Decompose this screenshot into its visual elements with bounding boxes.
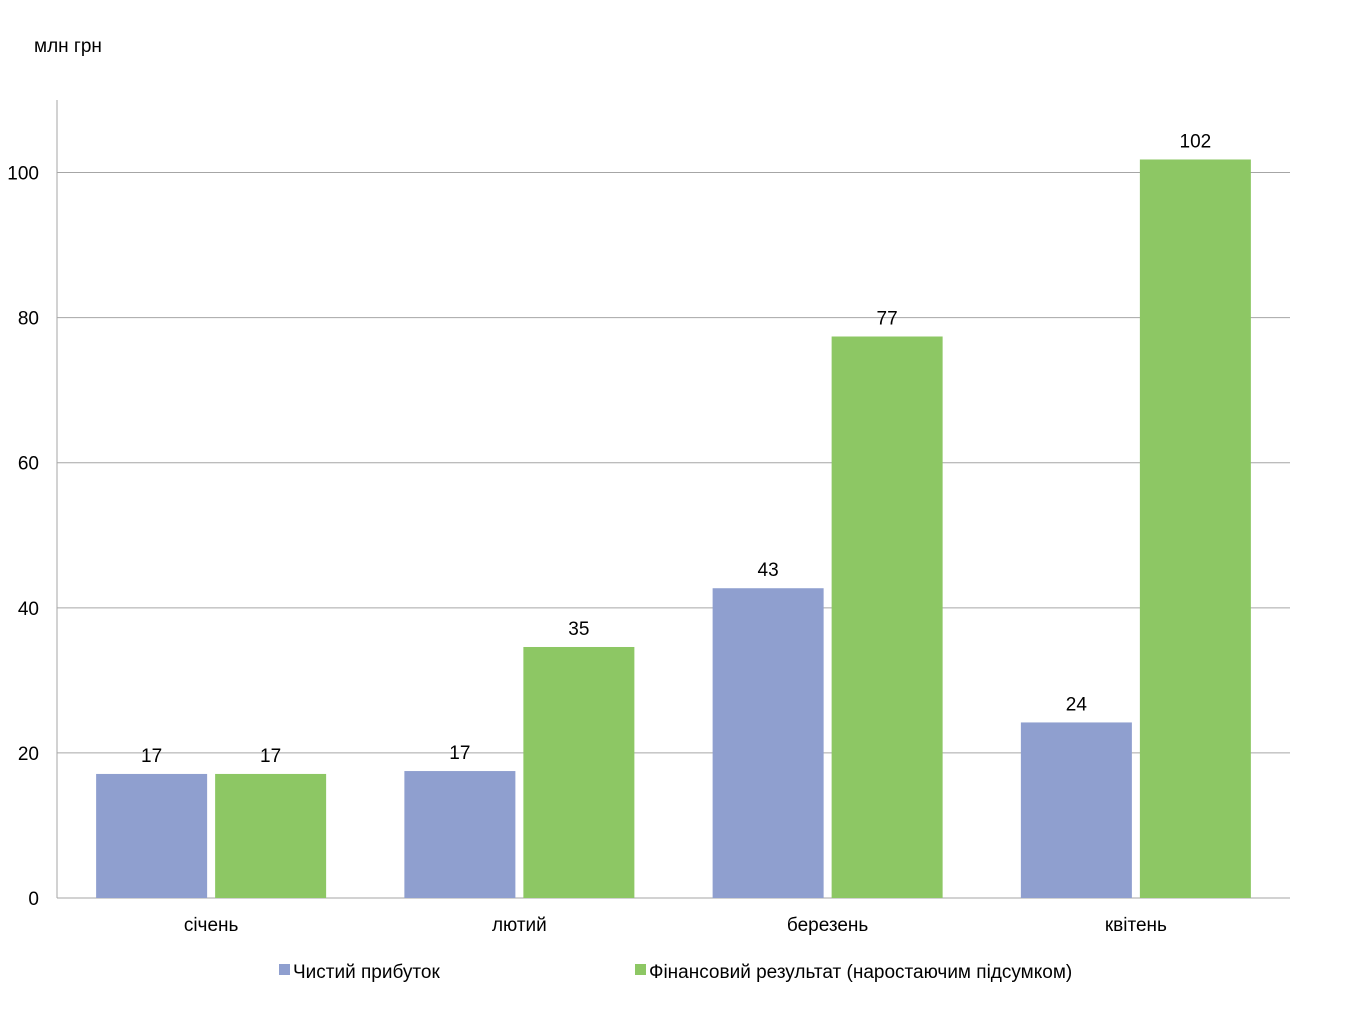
legend: Чистий прибуток Фінансовий результат (нар… — [279, 962, 1072, 983]
legend-label: Фінансовий результат (наростаючим підсум… — [649, 962, 1072, 983]
data-label: 17 — [141, 746, 162, 767]
data-label: 102 — [1180, 131, 1212, 152]
unit-label: млн грн — [34, 36, 102, 57]
y-tick-label: 0 — [28, 889, 39, 910]
bars — [96, 159, 1251, 898]
data-label: 43 — [758, 560, 779, 581]
data-label: 24 — [1066, 694, 1088, 715]
bar-net-profit — [96, 773, 208, 898]
legend-label: Чистий прибуток — [293, 962, 440, 983]
axes: 0 20 40 60 80 100 січень лютий березень квітень — [7, 100, 1290, 936]
data-labels: 17 17 17 35 43 77 24 102 — [141, 131, 1211, 766]
data-label: 35 — [568, 619, 589, 640]
legend-swatch — [635, 964, 646, 975]
bar-net-profit — [712, 588, 824, 898]
y-tick-label: 40 — [18, 599, 39, 620]
legend-swatch — [279, 964, 290, 975]
data-label: 17 — [449, 743, 470, 764]
bar-cumulative-result — [215, 773, 327, 898]
x-tick-label: лютий — [492, 915, 547, 936]
bar-cumulative-result — [831, 336, 943, 898]
y-tick-label: 60 — [18, 454, 39, 475]
x-tick-label: квітень — [1105, 915, 1167, 936]
x-tick-label: березень — [787, 915, 869, 936]
x-tick-label: січень — [184, 915, 239, 936]
bar-cumulative-result — [1139, 159, 1251, 898]
gridlines — [57, 172, 1290, 754]
y-tick-label: 100 — [7, 164, 39, 185]
data-label: 77 — [877, 308, 898, 329]
data-label: 17 — [260, 746, 281, 767]
bar-cumulative-result — [523, 646, 635, 898]
bar-net-profit — [404, 771, 516, 898]
y-tick-label: 80 — [18, 309, 39, 330]
y-tick-label: 20 — [18, 744, 39, 765]
bar-net-profit — [1020, 722, 1132, 898]
